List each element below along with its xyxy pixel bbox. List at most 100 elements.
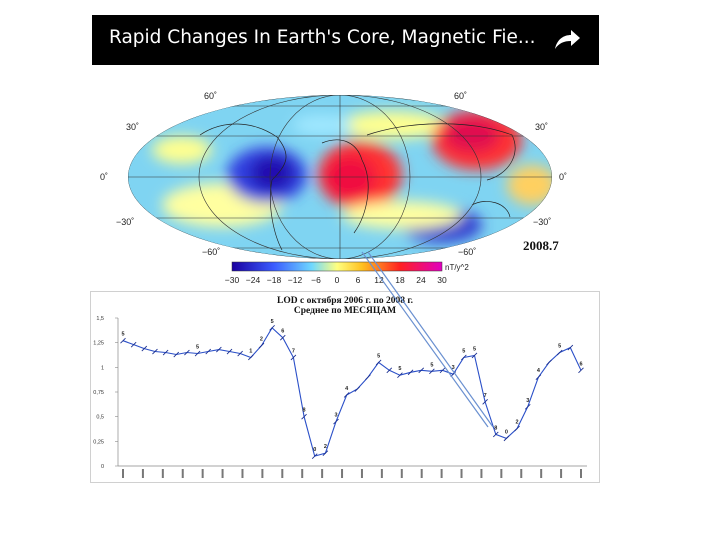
x-tick-mark (201, 469, 204, 478)
colorbar-unit: nT/y^2 (445, 263, 469, 272)
data-point (503, 435, 510, 442)
data-point (333, 418, 339, 425)
data-point (365, 374, 371, 381)
lat-label-left: 0˚ (100, 172, 108, 182)
point-label: 4 (537, 368, 541, 374)
x-tick-mark (321, 469, 324, 478)
x-tick-mark (281, 469, 284, 478)
data-point (354, 386, 361, 392)
colorbar (231, 261, 443, 272)
point-label: 5 (121, 332, 124, 338)
point-label: 6 (579, 361, 582, 367)
core-flow-map: 60˚ 30˚ 0˚ −30˚ −60˚ 60˚ 30˚ 0˚ −30˚ −60… (100, 91, 567, 285)
colorbar-tick-label: −12 (288, 275, 303, 285)
y-ticks: 0 0,25 0,5 0,75 1 1,25 1,5 (93, 316, 118, 470)
colorbar-tick-label: −30 (225, 275, 240, 285)
point-label: 1 (249, 348, 252, 354)
data-point (184, 349, 190, 356)
x-tick-mark (520, 469, 523, 478)
point-label: 0 (313, 447, 316, 453)
point-label: 5 (196, 345, 199, 351)
x-tick-mark (122, 469, 124, 478)
data-point (343, 392, 350, 398)
data-point (130, 341, 137, 348)
point-label: 2 (324, 444, 327, 450)
x-tick-mark (420, 469, 423, 478)
x-tick-mark (261, 469, 264, 478)
point-label: 5 (398, 366, 401, 372)
data-point (524, 403, 531, 410)
y-tick-label: 1 (101, 365, 104, 371)
data-point (514, 425, 520, 432)
y-tick-label: 0,25 (93, 439, 104, 445)
share-arrow-icon[interactable] (552, 27, 582, 53)
lat-label-left: −30˚ (116, 217, 134, 227)
x-tick-mark (580, 469, 582, 478)
colorbar-tick-label: −18 (267, 275, 282, 285)
data-point (194, 350, 201, 357)
data-point (546, 359, 552, 366)
lat-label-left: −60˚ (202, 247, 220, 257)
lat-label-left: 30˚ (126, 122, 139, 132)
year-label: 2008.7 (523, 238, 559, 253)
lat-label-left: 60˚ (204, 91, 217, 101)
point-label: 3 (334, 413, 337, 419)
data-point (141, 345, 148, 352)
lat-label-right: 60˚ (454, 91, 467, 101)
colorbar-tick-label: 18 (395, 275, 405, 285)
point-label: 5 (377, 353, 380, 359)
x-tick-mark (480, 469, 483, 478)
lod-chart-image: LOD с октября 2006 г. по 2008 г. Среднее… (90, 291, 600, 483)
colorbar-tick-label: −6 (311, 275, 321, 285)
x-tick-mark (540, 469, 543, 478)
point-label: 3 (526, 398, 529, 404)
video-title[interactable]: Rapid Changes In Earth's Core, Magnetic … (109, 27, 536, 48)
point-label: 7 (484, 393, 487, 399)
colorbar-tick-label: 12 (374, 275, 384, 285)
video-thumbnail[interactable]: Rapid Changes In Earth's Core, Magnetic … (92, 15, 599, 287)
lat-label-right: −60˚ (458, 247, 476, 257)
data-point (535, 374, 542, 381)
point-label: 2 (516, 420, 519, 426)
point-label: 4 (345, 386, 349, 392)
video-title-bar: Rapid Changes In Earth's Core, Magnetic … (92, 15, 599, 65)
colorbar-tick-label: −24 (246, 275, 261, 285)
x-tick-mark (301, 469, 304, 478)
data-point (450, 371, 457, 378)
series-line (122, 327, 582, 457)
x-tick-mark (221, 469, 224, 478)
colorbar-tick-label: 0 (335, 275, 340, 285)
coastlines (199, 123, 516, 251)
data-point (162, 349, 169, 356)
y-tick-label: 0,5 (96, 415, 104, 421)
data-point (322, 450, 329, 456)
chart-subtitle: Среднее по МЕСЯЦАМ (294, 306, 396, 316)
point-label: 3 (452, 365, 455, 371)
x-tick-mark (161, 469, 164, 478)
x-tick-mark (241, 469, 244, 478)
x-tick-mark (341, 469, 344, 478)
x-tick-mark (400, 469, 403, 478)
y-tick-label: 1,5 (96, 316, 104, 322)
x-tick-mark (360, 469, 363, 478)
data-point (173, 351, 180, 358)
data-point (216, 346, 222, 353)
graticule (128, 95, 552, 259)
colorbar-tick-label: 6 (356, 275, 361, 285)
lod-chart: LOD с октября 2006 г. по 2008 г. Среднее… (93, 295, 587, 478)
colorbar-ticks: −30 −24 −18 −12 −6 0 6 12 18 24 30 (225, 275, 447, 285)
colorbar-tick-label: 24 (416, 275, 426, 285)
point-label: 8 (303, 408, 306, 414)
chart-title: LOD с октября 2006 г. по 2008 г. (277, 295, 413, 306)
y-tick-label: 1,25 (93, 341, 104, 347)
point-label: 5 (558, 344, 561, 350)
x-tick-mark (440, 469, 443, 478)
data-point (226, 348, 233, 355)
data-point (237, 350, 243, 357)
x-tick-mark (460, 469, 463, 478)
data-point (567, 344, 574, 351)
data-point (492, 431, 499, 438)
data-point (311, 453, 318, 459)
lat-label-right: 0˚ (559, 172, 567, 182)
map-field (128, 95, 552, 259)
